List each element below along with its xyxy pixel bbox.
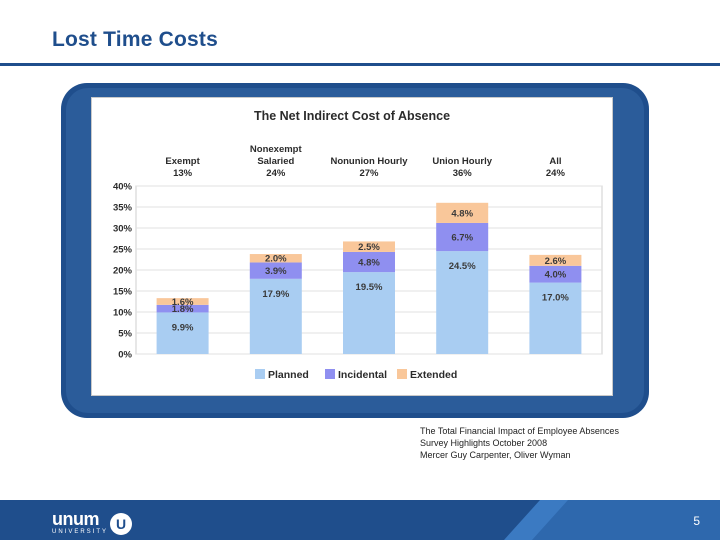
category-label: Nonexempt (250, 144, 303, 155)
bar-segment-incidental (436, 222, 489, 252)
bar-segment-incidental (529, 265, 582, 283)
legend-swatch-planned (255, 369, 265, 379)
logo-mark-icon: U (110, 513, 132, 535)
title-divider (0, 63, 720, 66)
data-label-incidental: 4.8% (358, 258, 380, 269)
data-label-incidental: 4.0% (545, 270, 567, 281)
category-share-label: 36% (453, 168, 473, 179)
data-label-incidental: 3.9% (265, 266, 287, 277)
bar-segment-incidental (156, 304, 209, 313)
source-citation: The Total Financial Impact of Employee A… (420, 425, 619, 461)
source-line-1: The Total Financial Impact of Employee A… (420, 426, 619, 436)
y-tick-label: 40% (113, 182, 133, 193)
data-label-planned: 19.5% (356, 282, 383, 293)
bar-segment-extended (436, 202, 489, 223)
bar-segment-extended (343, 241, 395, 252)
y-tick-label: 15% (113, 287, 133, 298)
category-label: Exempt (165, 156, 200, 167)
bar-segment-planned (343, 272, 395, 354)
unum-university-logo: unum UNIVERSITY (52, 510, 108, 535)
source-line-3: Mercer Guy Carpenter, Oliver Wyman (420, 450, 571, 460)
bar-segment-extended (529, 254, 582, 266)
category-share-label: 27% (359, 168, 379, 179)
bar-segment-planned (529, 282, 582, 354)
y-tick-label: 35% (113, 203, 133, 214)
y-tick-label: 0% (118, 350, 132, 361)
y-tick-label: 20% (113, 266, 133, 277)
legend-label-incidental: Incidental (338, 369, 387, 381)
data-label-extended: 4.8% (451, 208, 473, 219)
page-number: 5 (693, 514, 700, 528)
logo-wordmark: unum (52, 509, 100, 529)
data-label-extended: 2.5% (358, 242, 380, 253)
category-label: Union Hourly (432, 156, 492, 167)
bar-segment-planned (436, 251, 489, 354)
data-label-incidental: 6.7% (451, 233, 473, 244)
stacked-bar-chart: The Net Indirect Cost of Absence 0% 5% 10% 1… (113, 109, 603, 381)
chart-title: The Net Indirect Cost of Absence (254, 109, 450, 123)
data-label-incidental: 1.8% (172, 304, 194, 315)
category-label: Nonunion Hourly (330, 156, 408, 167)
bar-segment-incidental (343, 251, 395, 273)
legend-label-extended: Extended (410, 369, 457, 381)
bar-segment-planned (156, 312, 209, 354)
category-share-label: 24% (266, 168, 286, 179)
legend-swatch-incidental (325, 369, 335, 379)
legend-swatch-extended (397, 369, 407, 379)
y-tick-label: 25% (113, 245, 133, 256)
chart-panel: The Net Indirect Cost of Absence 0% 5% 10% 1… (91, 97, 613, 396)
bar-segment-extended (156, 298, 209, 305)
data-label-planned: 17.0% (542, 293, 569, 304)
data-label-planned: 17.9% (262, 289, 289, 300)
bar-segment-planned (249, 278, 302, 354)
legend-label-planned: Planned (268, 369, 309, 381)
logo-subtext: UNIVERSITY (52, 529, 109, 535)
data-label-planned: 24.5% (449, 261, 476, 272)
category-share-label: 24% (546, 168, 566, 179)
y-tick-label: 30% (113, 224, 133, 235)
bar-segment-incidental (249, 262, 302, 279)
bar-segment-extended (249, 254, 302, 263)
data-label-extended: 2.0% (265, 254, 287, 265)
data-label-extended: 2.6% (545, 256, 567, 267)
y-tick-label: 10% (113, 308, 133, 319)
data-label-planned: 9.9% (172, 322, 194, 333)
data-label-extended: 1.6% (172, 297, 194, 308)
slide-title: Lost Time Costs (52, 28, 218, 51)
category-label: All (549, 156, 561, 167)
category-share-label: 13% (173, 168, 193, 179)
y-tick-label: 5% (118, 329, 132, 340)
source-line-2: Survey Highlights October 2008 (420, 438, 548, 448)
category-label: Salaried (257, 156, 294, 167)
